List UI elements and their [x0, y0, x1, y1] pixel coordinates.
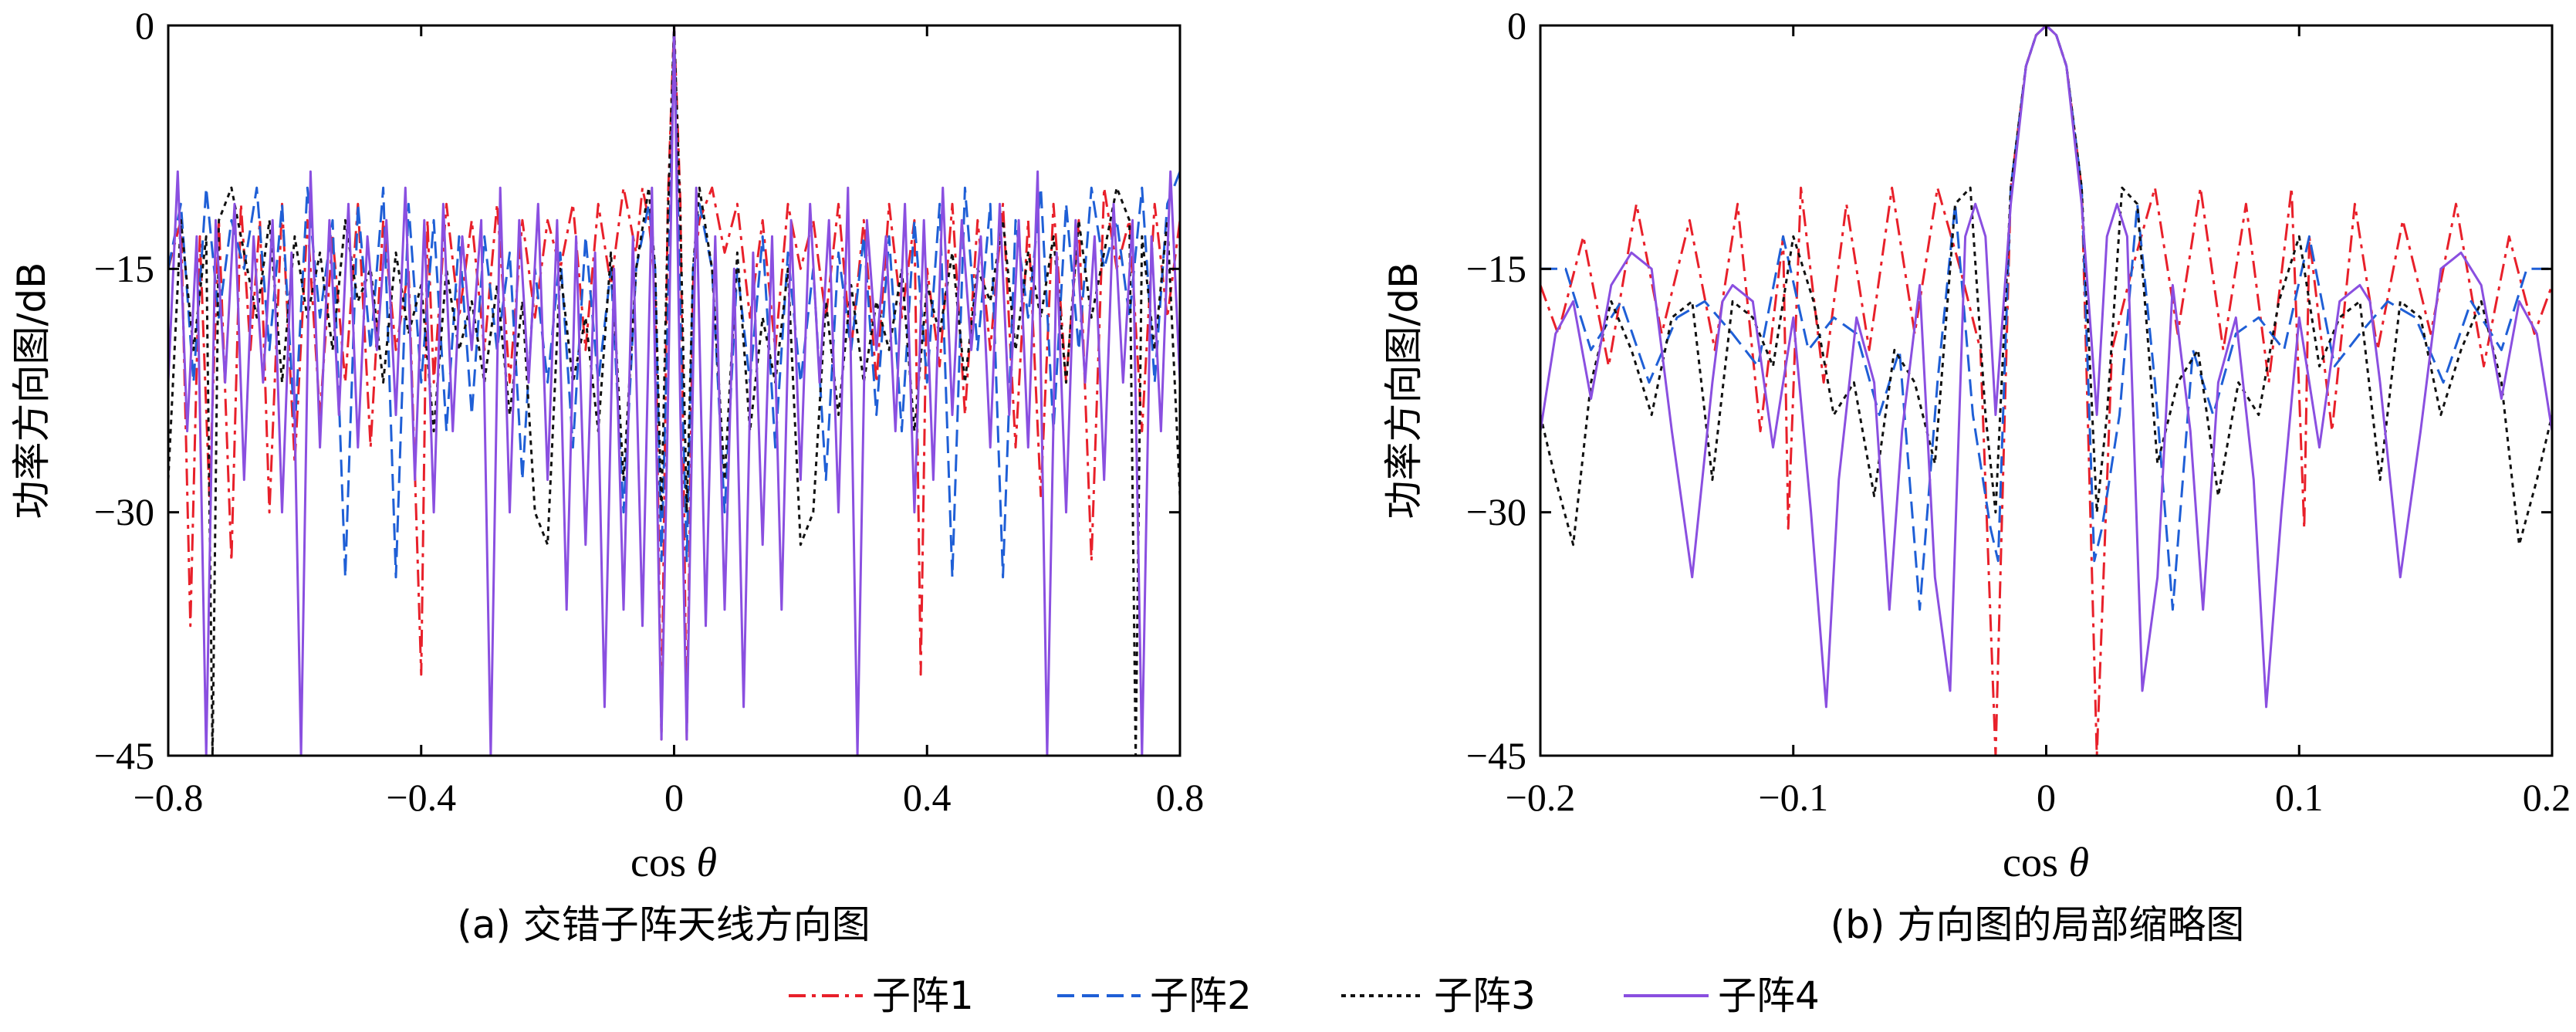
panel-b-xtick-label: −0.2: [1506, 776, 1576, 819]
panel-b-ytick-label: −30: [1466, 490, 1526, 533]
panel-a-xtick-label: 0.8: [1156, 776, 1205, 819]
panel-a-series-line-subarray-3: [168, 25, 1180, 756]
legend-label-subarray-4: 子阵4: [1718, 973, 1820, 1018]
panel-a-ytick-label: −15: [94, 247, 154, 290]
legend: 子阵1 子阵2 子阵3 子阵4: [789, 973, 1820, 1018]
panel-a-ytick-label: −30: [94, 490, 154, 533]
panel-a-xtick-label: −0.8: [134, 776, 204, 819]
panel-b-xtick-label: 0.2: [2523, 776, 2571, 819]
panel-b-zoomed-pattern: −0.2 −0.1 0 0.1 0.2 0 −15 −30 −45 cos θ …: [1381, 4, 2571, 947]
panel-b-xtick-label: 0: [2037, 776, 2056, 819]
panel-b-caption: (b) 方向图的局部缩略图: [1831, 902, 2245, 947]
legend-label-subarray-1: 子阵1: [872, 973, 974, 1018]
panel-b-series-line-subarray-4: [1540, 25, 2552, 709]
legend-label-subarray-2: 子阵2: [1150, 973, 1252, 1018]
panel-a-subarray-pattern: −0.8 −0.4 0 0.4 0.8 0 −15 −30 −45 cos θ …: [9, 4, 1204, 947]
panel-a-xlabel: cos θ: [630, 839, 717, 885]
panel-a-ylabel: 功率方向图/dB: [9, 262, 54, 519]
panel-a-plot-frame: [167, 24, 1182, 757]
panel-b-series-group: [1540, 25, 2552, 756]
panel-b-plot-frame: [1539, 24, 2554, 757]
panel-a-series-line-subarray-1: [168, 25, 1180, 741]
panel-b-xlabel: cos θ: [2003, 839, 2089, 885]
panel-a-caption: (a) 交错子阵天线方向图: [457, 902, 870, 947]
panel-b-ytick-label: −15: [1466, 247, 1526, 290]
panel-b-ytick-label: −45: [1466, 734, 1526, 777]
panel-b-ytick-label: 0: [1507, 4, 1526, 47]
panel-b-xtick-label: 0.1: [2275, 776, 2324, 819]
panel-a-xtick-label: −0.4: [386, 776, 456, 819]
panel-a-xtick-label: 0.4: [903, 776, 952, 819]
panel-a-ytick-label: 0: [135, 4, 154, 47]
panel-b-xlabel-symbol: θ: [2068, 839, 2089, 885]
panel-a-series-line-subarray-2: [168, 25, 1180, 579]
legend-label-subarray-3: 子阵3: [1434, 973, 1536, 1018]
panel-a-series-line-subarray-4: [168, 25, 1180, 756]
panel-a-ytick-label: −45: [94, 734, 154, 777]
panel-a-xtick-label: 0: [664, 776, 684, 819]
panel-a-xlabel-prefix: cos: [630, 839, 686, 885]
panel-b-ylabel: 功率方向图/dB: [1381, 262, 1426, 519]
panel-b-series-line-subarray-3: [1540, 25, 2552, 546]
panel-b-ticks: [1539, 24, 2554, 757]
panel-a-series-group: [168, 25, 1180, 756]
panel-a-xlabel-symbol: θ: [696, 839, 717, 885]
panel-b-xlabel-prefix: cos: [2003, 839, 2058, 885]
panel-b-series-line-subarray-1: [1540, 25, 2552, 756]
panel-b-series-line-subarray-2: [1540, 25, 2552, 611]
panel-a-ticks: [167, 24, 1182, 757]
panel-b-xtick-label: −0.1: [1758, 776, 1828, 819]
